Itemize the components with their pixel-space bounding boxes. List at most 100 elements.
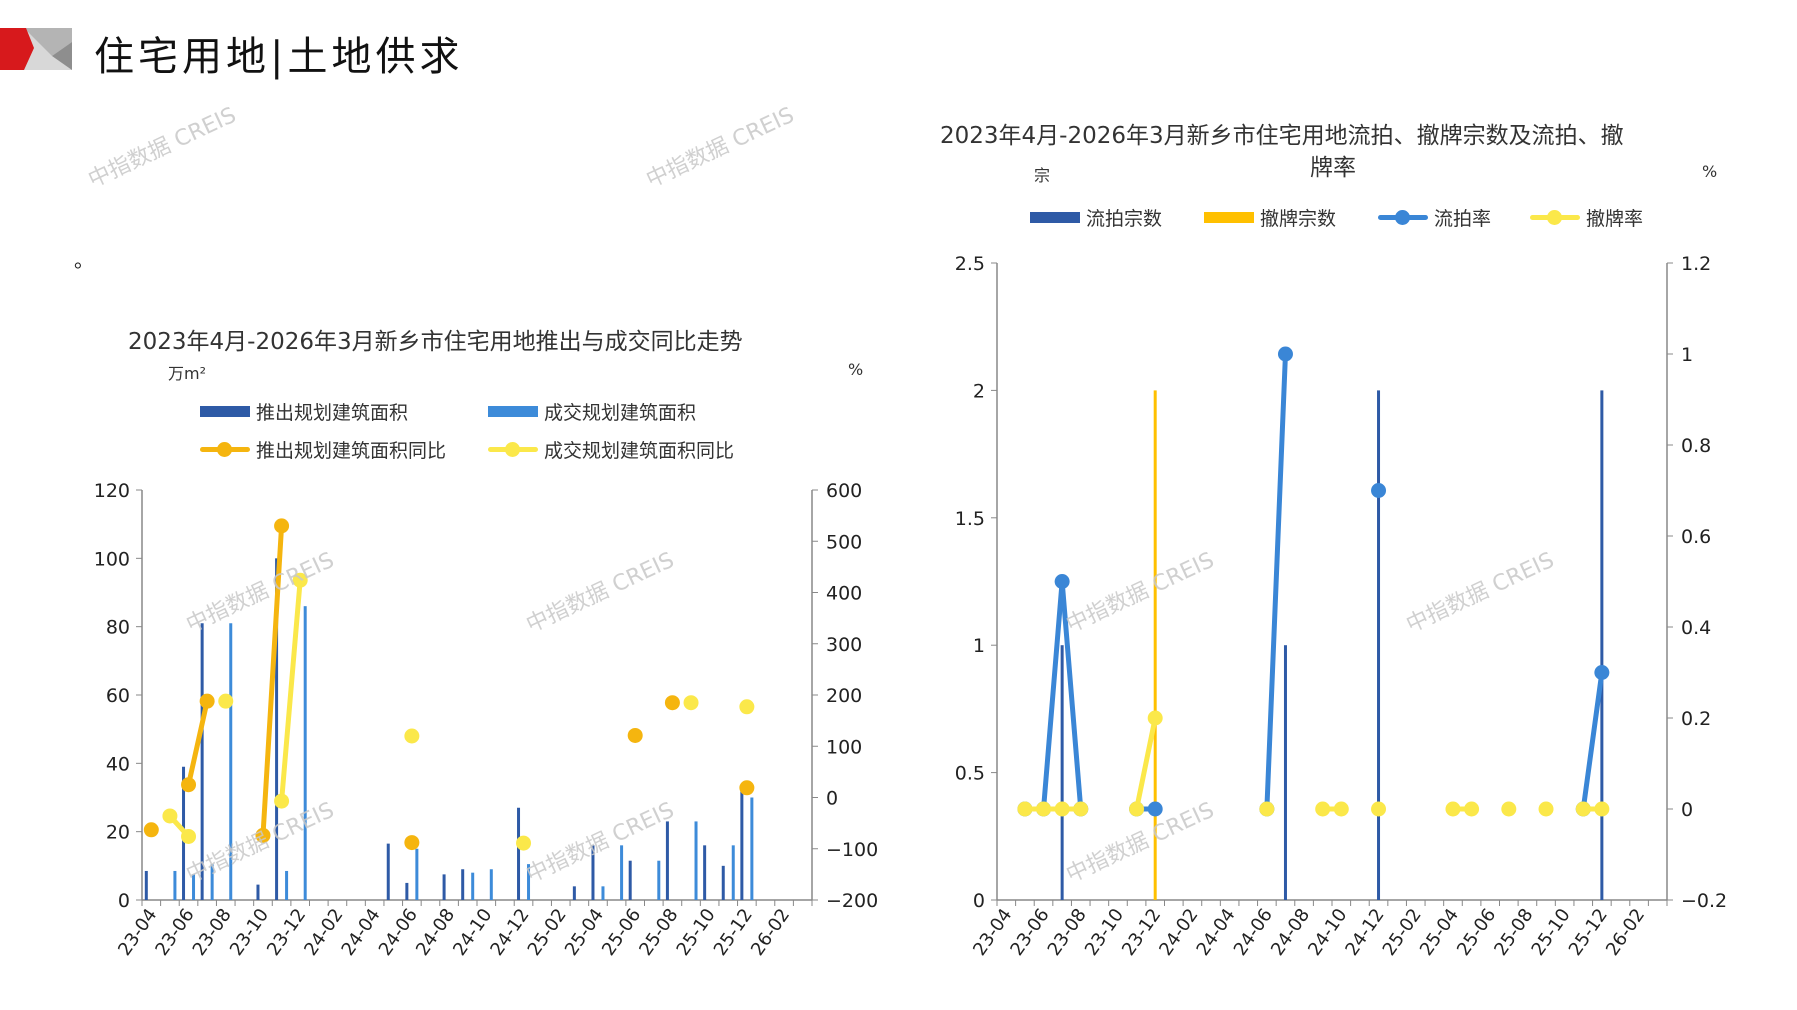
point-2 [1594,665,1610,680]
legend-item-unsold-rate: 流拍率 [1378,204,1491,231]
bar-0 [517,807,521,900]
legend-label: 推出规划建筑面积 [256,402,409,424]
x-tick-label: 25-12 [710,905,757,960]
point-3 [1259,801,1275,817]
right-chart-title: 2023年4月-2026年3月新乡市住宅用地流拍、撤牌宗数及流拍、撤 [940,123,1624,149]
x-tick-label: 23-12 [263,905,310,960]
bar-1 [527,864,531,900]
point-3 [1575,801,1591,817]
right-chart: 00.511.522.5−0.200.20.40.60.811.223-0423… [955,253,1727,960]
point-3 [1333,801,1349,817]
x-tick-label: 25-12 [1565,905,1612,960]
x-tick-label: 24-08 [1267,905,1314,960]
bar-0 [256,884,260,900]
left-y2-unit: % [848,360,864,379]
y2-tick-label: −0.2 [1681,890,1727,912]
bar-1 [173,870,177,900]
x-tick-label: 24-06 [1230,905,1277,960]
bar-1 [489,869,493,900]
x-tick-label: 24-10 [449,905,496,960]
line-segment-2 [1264,351,1288,812]
bar-0 [665,821,669,900]
logo-icon [0,28,72,70]
right-y-unit: 宗 [1034,166,1051,185]
bar-1 [471,872,475,900]
bar-0 [1283,645,1287,900]
point-2 [274,518,290,534]
bar-1 [210,864,214,900]
line-segment-2 [1059,579,1084,812]
legend-label: 流拍宗数 [1086,208,1163,230]
point-3 [162,808,178,824]
y2-tick-label: 1 [1681,344,1693,366]
y-tick-label: 120 [94,480,130,502]
x-tick-label: 23-06 [151,905,198,960]
bar-1 [620,845,624,900]
bar-0 [386,843,390,900]
x-tick-label: 26-02 [1602,905,1649,960]
point-2 [1054,574,1070,589]
line-segment-2 [1580,670,1605,812]
point-3 [292,572,308,588]
bar-0 [461,869,465,900]
x-tick-label: 23-12 [1118,905,1165,960]
point-3 [1129,801,1145,817]
right-y2-unit: % [1702,162,1718,181]
bar-1 [731,845,735,900]
point-3 [1147,710,1163,726]
bar-1 [601,886,605,900]
line-segment-2 [186,698,210,788]
point-2 [255,827,271,843]
y2-tick-label: −100 [826,839,878,861]
x-tick-label: 23-08 [1044,905,1091,960]
x-tick-label: 25-02 [524,905,571,960]
bar-0 [572,886,576,900]
point-3 [739,699,755,715]
bar-0 [721,865,725,900]
bar-1 [192,874,196,900]
point-3 [1036,801,1052,817]
point-3 [1315,801,1331,817]
x-tick-label: 24-08 [412,905,459,960]
bar-1 [285,870,289,900]
y2-tick-label: 0.4 [1681,617,1711,639]
bar-1 [1153,390,1157,900]
point-2 [664,695,680,711]
line-segment-2 [1041,579,1065,812]
y-tick-label: 0.5 [955,763,985,785]
x-tick-label: 25-04 [1416,905,1463,960]
y-tick-label: 2.5 [955,253,985,275]
x-tick-label: 24-02 [300,905,347,960]
bar-1 [750,797,754,900]
x-tick-label: 23-10 [226,905,273,960]
x-tick-label: 25-04 [561,905,608,960]
bar-0 [405,882,409,900]
x-tick-label: 25-02 [1379,905,1426,960]
point-3 [1538,801,1554,817]
bar-0 [1377,390,1381,900]
legend-item-withdrawn-count: 撤牌宗数 [1204,204,1336,231]
legend-item-push-area: 推出规划建筑面积 [200,398,408,425]
x-tick-label: 23-04 [114,905,161,960]
point-2 [199,693,215,709]
y2-tick-label: −200 [826,890,878,912]
y-tick-label: 100 [94,548,130,570]
x-tick-label: 24-10 [1304,905,1351,960]
y2-tick-label: 0 [826,788,838,810]
point-3 [218,693,234,709]
point-3 [1073,801,1089,817]
point-3 [1371,801,1387,817]
x-tick-label: 24-02 [1155,905,1202,960]
y2-tick-label: 400 [826,583,862,605]
page-title: 住宅用地|土地供求 [94,34,464,80]
x-tick-label: 25-06 [598,905,645,960]
left-y-unit: 万m² [168,364,207,383]
bar-0 [1600,390,1604,900]
point-3 [181,828,197,844]
x-tick-label: 24-12 [486,905,533,960]
x-tick-label: 23-06 [1006,905,1053,960]
point-2 [739,780,755,796]
legend-item-deal-area: 成交规划建筑面积 [488,398,696,425]
bar-0 [275,558,279,900]
point-2 [1147,801,1163,817]
